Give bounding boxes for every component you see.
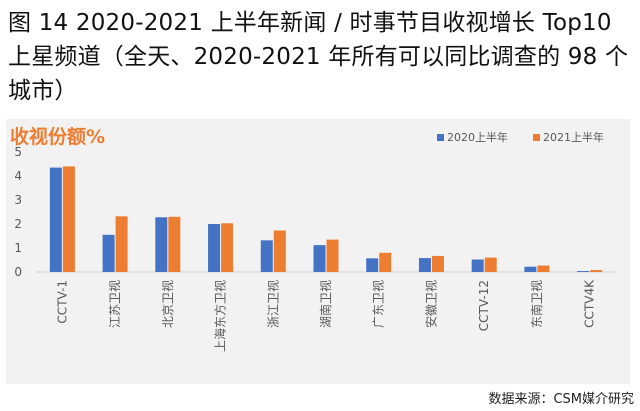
bar-2021 (273, 230, 286, 272)
y-tick-label: 3 (14, 193, 22, 207)
bar-2020 (577, 271, 590, 272)
bar-2021 (62, 166, 75, 272)
x-tick-label: CCTV-1 (55, 280, 69, 324)
figure-title: 图 14 2020-2021 上半年新闻 / 时事节目收视增长 Top10 上星… (8, 10, 629, 104)
bar-2021 (379, 252, 392, 272)
x-tick-label: 东南卫视 (529, 280, 544, 328)
bar-2020 (471, 259, 484, 272)
bar-2020 (102, 234, 115, 272)
legend-swatch-1 (533, 134, 540, 141)
bar-2021 (168, 216, 181, 272)
x-tick-label: 北京卫视 (160, 280, 175, 328)
bar-2020 (313, 245, 326, 272)
legend-swatch-0 (437, 134, 444, 141)
bar-2020 (524, 266, 537, 272)
y-axis-title: 收视份额% (10, 125, 105, 148)
x-tick-label: 安徽卫视 (423, 280, 438, 328)
bar-2021 (326, 239, 339, 272)
bar-2021 (115, 216, 128, 272)
y-tick-label: 0 (14, 265, 22, 279)
bar-2021 (221, 223, 234, 272)
x-tick-label: 上海东方卫视 (213, 280, 228, 352)
bar-chart: 收视份额% 2020上半年 2021上半年 0 1 2 3 4 5 CCTV-1 江苏卫视 北京卫视 上… (10, 125, 616, 352)
y-tick-label: 1 (14, 241, 22, 255)
x-tick-label: 江苏卫视 (107, 280, 122, 328)
source-note: 数据来源：CSM媒介研究 (488, 392, 634, 407)
bar-2020 (155, 217, 168, 272)
y-tick-label: 2 (14, 217, 22, 231)
bar-2021 (431, 255, 444, 272)
x-tick-label: CCTV4K (583, 279, 597, 328)
y-tick-label: 4 (14, 169, 22, 183)
x-tick-label: CCTV-12 (477, 280, 491, 331)
bar-2021 (484, 257, 497, 272)
bar-2020 (260, 240, 273, 272)
x-tick-label: 湖南卫视 (318, 280, 333, 328)
bar-2020 (49, 167, 62, 272)
y-tick-label: 5 (14, 145, 22, 159)
bar-2020 (366, 258, 379, 272)
x-tick-label: 浙江卫视 (265, 280, 280, 328)
bar-2021 (537, 265, 550, 272)
bar-2020 (208, 224, 221, 272)
chart-area: 收视份额% 2020上半年 2021上半年 0 1 2 3 4 5 CCTV-1 江苏卫视 北京卫视 上… (6, 119, 630, 384)
legend-label-1: 2021上半年 (543, 130, 604, 144)
bar-2020 (418, 258, 431, 272)
x-tick-label: 广东卫视 (371, 280, 386, 328)
legend-label-0: 2020上半年 (447, 130, 508, 144)
bar-2021 (590, 270, 603, 272)
